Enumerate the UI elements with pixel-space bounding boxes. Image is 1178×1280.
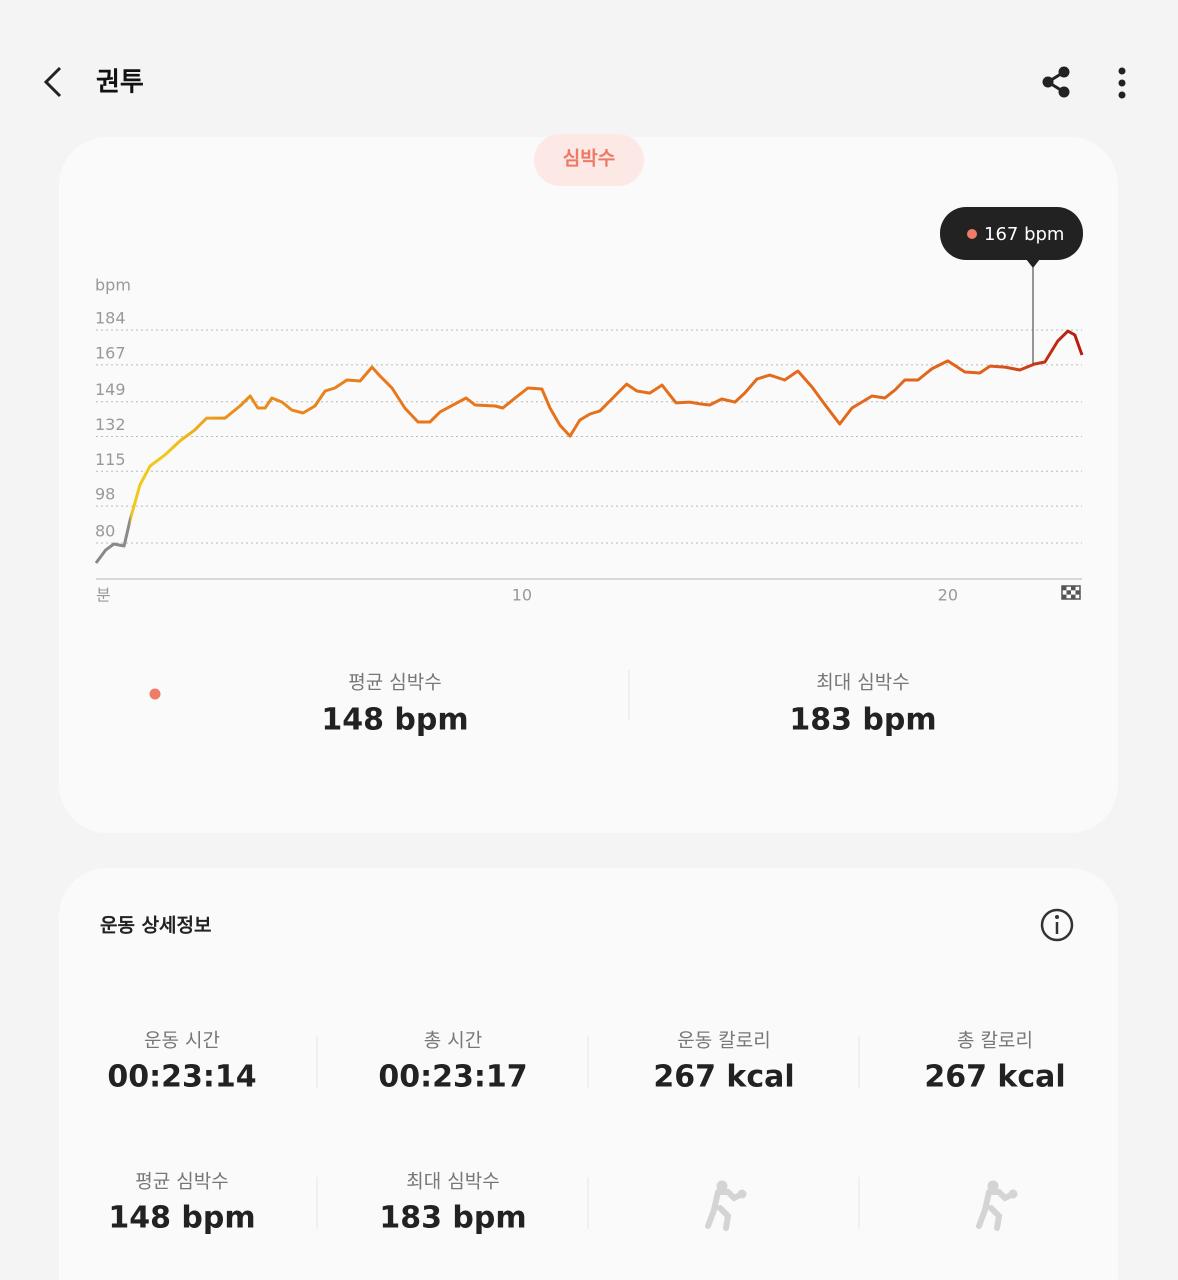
y-tick-label: 115 bbox=[95, 450, 126, 469]
tooltip-pointer bbox=[1026, 259, 1040, 268]
x-tick-label: 10 bbox=[512, 586, 532, 605]
stat-label: 최대 심박수 bbox=[816, 672, 909, 694]
more-button[interactable] bbox=[1118, 67, 1126, 99]
y-tick-label: 184 bbox=[95, 309, 126, 328]
icon-part bbox=[1008, 1189, 1018, 1199]
tab-chip[interactable] bbox=[534, 134, 644, 186]
boxing-icon bbox=[705, 1180, 747, 1231]
detail-value: 183 bpm bbox=[379, 1201, 526, 1236]
detail-label: 최대 심박수 bbox=[406, 1171, 499, 1193]
detail-value: 00:23:14 bbox=[107, 1060, 256, 1095]
detail-value: 148 bpm bbox=[108, 1201, 255, 1236]
y-axis-label: bpm bbox=[95, 276, 131, 295]
x-tick-label: 20 bbox=[938, 586, 958, 605]
tooltip-text: 167 bpm bbox=[984, 224, 1064, 245]
y-tick-label: 132 bbox=[95, 415, 126, 434]
y-tick-label: 98 bbox=[95, 485, 115, 504]
section-title: 운동 상세정보 bbox=[100, 915, 212, 937]
stat-label: 평균 심박수 bbox=[348, 672, 441, 694]
detail-label: 총 시간 bbox=[424, 1030, 482, 1052]
x-axis-label: 분 bbox=[96, 586, 111, 605]
stat-value: 148 bpm bbox=[321, 703, 468, 738]
y-tick-label: 149 bbox=[95, 380, 126, 399]
tooltip-dot bbox=[967, 229, 977, 239]
page-title: 권투 bbox=[96, 68, 144, 98]
tab-label: 심박수 bbox=[563, 148, 615, 170]
detail-label: 총 칼로리 bbox=[957, 1030, 1033, 1052]
plot: bpm 80 98 115 132 149 167 184 분 10 20 bbox=[94, 276, 1084, 605]
stat-value: 183 bpm bbox=[789, 703, 936, 738]
legend-dot bbox=[149, 688, 161, 700]
chart-card bbox=[59, 137, 1118, 833]
y-tick-label: 80 bbox=[95, 521, 115, 540]
detail-label: 운동 칼로리 bbox=[677, 1030, 770, 1052]
detail-value: 00:23:17 bbox=[378, 1060, 527, 1095]
detail-value: 267 kcal bbox=[924, 1060, 1065, 1095]
info-button[interactable] bbox=[1040, 908, 1074, 942]
icon-part bbox=[737, 1189, 747, 1199]
detail-value: 267 kcal bbox=[653, 1060, 794, 1095]
heart-rate-line bbox=[94, 329, 1084, 564]
detail-label: 운동 시간 bbox=[144, 1030, 220, 1052]
detail-label: 평균 심박수 bbox=[135, 1171, 228, 1193]
boxing-icon bbox=[976, 1180, 1018, 1231]
tooltip bbox=[940, 207, 1083, 260]
details-grid: 운동 시간 00:23:14 총 시간 00:23:17 운동 칼로리 267 kcal 총… bbox=[107, 1030, 1065, 1236]
y-tick-label: 167 bbox=[95, 343, 126, 362]
back-button[interactable] bbox=[43, 66, 62, 98]
share-button[interactable] bbox=[1042, 66, 1070, 98]
finish-flag bbox=[1061, 585, 1081, 600]
